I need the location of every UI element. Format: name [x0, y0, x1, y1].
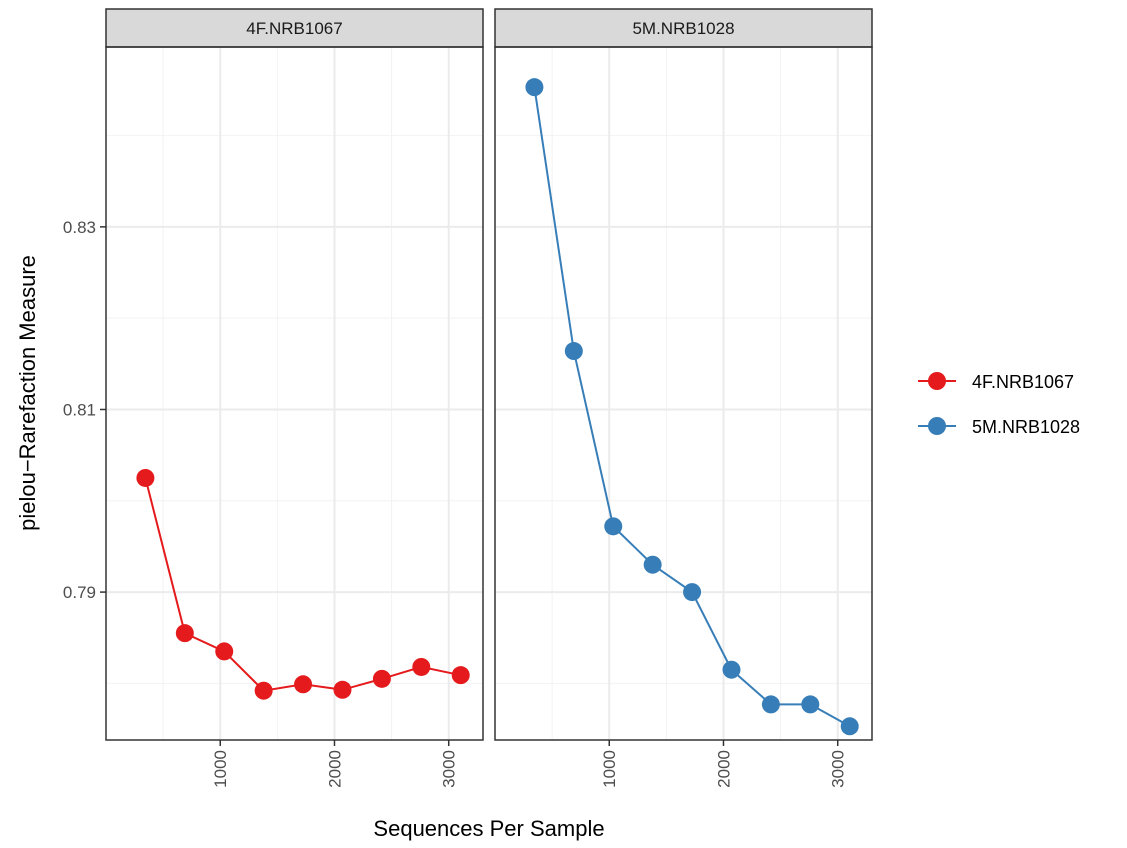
data-point	[175, 624, 194, 643]
data-point	[525, 78, 544, 97]
facet-panel: 4F.NRB1067	[105, 8, 484, 741]
panel-background	[106, 47, 483, 740]
data-point	[722, 660, 741, 679]
y-tick-label: 0.81	[63, 400, 96, 419]
data-point	[643, 555, 662, 574]
y-tick-label: 0.79	[63, 583, 96, 602]
x-tick-label: 1000	[600, 750, 619, 788]
data-point	[294, 675, 313, 694]
facet-panel: 5M.NRB1028	[494, 8, 873, 741]
legend-marker	[928, 417, 946, 435]
data-point	[683, 583, 702, 602]
data-point	[333, 680, 352, 699]
facet-strip-label: 4F.NRB1067	[246, 19, 342, 38]
data-point	[564, 342, 583, 361]
legend-marker	[928, 372, 946, 390]
legend-item: 4F.NRB1067	[918, 372, 1074, 392]
data-point	[215, 642, 234, 661]
x-tick-label: 2000	[325, 750, 344, 788]
data-point	[761, 695, 780, 714]
panel-border	[105, 46, 484, 741]
x-tick-label: 2000	[714, 750, 733, 788]
data-point	[604, 517, 623, 536]
panel-background	[495, 47, 872, 740]
y-tick-label: 0.83	[63, 218, 96, 237]
legend-label: 5M.NRB1028	[972, 417, 1080, 437]
data-point	[412, 657, 431, 676]
y-axis-title: pielou−Rarefaction Measure	[15, 255, 40, 531]
data-point	[801, 695, 820, 714]
data-point	[136, 468, 155, 487]
facet-strip-label: 5M.NRB1028	[632, 19, 734, 38]
facet-strip	[494, 8, 873, 48]
data-point	[372, 669, 391, 688]
data-point	[840, 717, 859, 736]
x-axis-title: Sequences Per Sample	[373, 816, 604, 841]
legend: 4F.NRB1067 5M.NRB1028	[918, 372, 1080, 437]
data-point	[451, 666, 470, 685]
panel-border	[494, 46, 873, 741]
x-tick-label: 1000	[211, 750, 230, 788]
x-tick-label: 3000	[440, 750, 459, 788]
legend-label: 4F.NRB1067	[972, 372, 1074, 392]
legend-item: 5M.NRB1028	[918, 417, 1080, 437]
data-point	[254, 681, 273, 700]
x-tick-label: 3000	[829, 750, 848, 788]
